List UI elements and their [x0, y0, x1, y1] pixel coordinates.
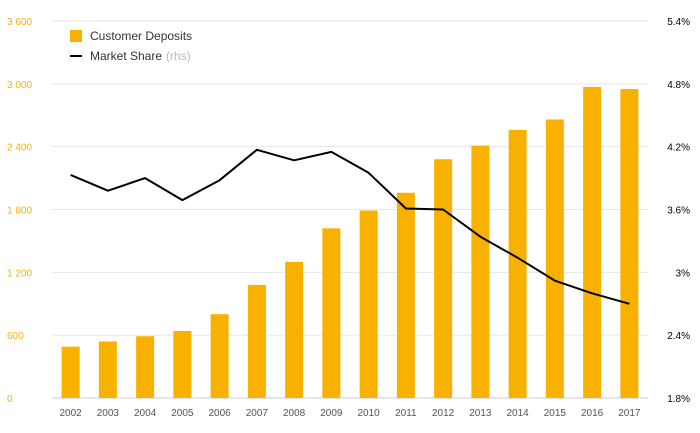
x-tick-label: 2013: [469, 408, 492, 419]
bar-2017: [620, 89, 639, 398]
left-tick-label: 600: [7, 331, 24, 342]
x-tick-label: 2017: [618, 408, 641, 419]
left-tick-label: 3 000: [7, 80, 32, 91]
x-tick-label: 2006: [209, 408, 232, 419]
bar-2003: [98, 341, 117, 398]
bar-2015: [545, 119, 564, 398]
x-tick-label: 2008: [283, 408, 306, 419]
right-axis-labels: 1.8% 2.4% 3% 3.6% 4.2% 4.8% 5.4%: [667, 17, 690, 405]
bar-2009: [322, 228, 341, 398]
gridlines: [52, 20, 648, 399]
market-share-line: [70, 148, 630, 305]
x-tick-label: 2007: [246, 408, 269, 419]
left-tick-label: 0: [7, 394, 13, 405]
right-tick-label: 3%: [676, 268, 691, 279]
bar-2010: [359, 210, 378, 398]
x-tick-label: 2005: [171, 408, 194, 419]
left-axis-labels: 0 600 1 200 1 800 2 400 3 000 3 600: [7, 17, 32, 405]
x-tick-label: 2015: [544, 408, 567, 419]
right-tick-label: 3.6%: [667, 206, 690, 217]
bar-2014: [508, 129, 527, 398]
market-share-polyline: [70, 148, 630, 305]
bar-2013: [471, 145, 490, 398]
left-tick-label: 1 800: [7, 206, 32, 217]
x-tick-label: 2012: [432, 408, 455, 419]
x-axis-labels: 2002 2003 2004 2005 2006 2007 2008 2009 2010 2011…: [60, 408, 641, 419]
bar-2011: [396, 192, 415, 398]
right-tick-label: 4.2%: [667, 143, 690, 154]
bar-2007: [247, 284, 266, 398]
right-tick-label: 2.4%: [667, 331, 690, 342]
left-tick-label: 1 200: [7, 268, 32, 279]
bar-2006: [210, 314, 229, 398]
x-tick-label: 2011: [395, 408, 417, 419]
x-tick-label: 2003: [97, 408, 120, 419]
bar-2016: [583, 86, 602, 398]
x-tick-label: 2016: [581, 408, 604, 419]
legend-swatch-bar: [70, 30, 82, 42]
left-tick-label: 3 600: [7, 17, 32, 28]
legend-label-deposits: Customer Deposits: [90, 29, 193, 43]
legend: Customer Deposits Market Share (rhs): [70, 26, 192, 66]
x-tick-label: 2010: [358, 408, 381, 419]
legend-rhs-tag: (rhs): [166, 49, 191, 63]
bar-2005: [173, 330, 192, 398]
legend-swatch-line: [70, 55, 82, 57]
x-tick-label: 2014: [507, 408, 530, 419]
customer-deposits-bars: [61, 86, 639, 398]
bar-2012: [434, 159, 453, 398]
x-tick-label: 2004: [134, 408, 157, 419]
legend-item-market-share: Market Share (rhs): [70, 46, 192, 66]
right-tick-label: 5.4%: [667, 17, 690, 28]
x-tick-label: 2002: [60, 408, 83, 419]
bar-2004: [136, 336, 155, 398]
bar-2002: [61, 346, 80, 398]
bar-2008: [285, 261, 304, 398]
legend-label-market-share: Market Share: [90, 49, 163, 63]
right-tick-label: 4.8%: [667, 80, 690, 91]
left-tick-label: 2 400: [7, 143, 32, 154]
legend-item-deposits: Customer Deposits: [70, 26, 192, 46]
x-tick-label: 2009: [320, 408, 343, 419]
right-tick-label: 1.8%: [667, 394, 690, 405]
